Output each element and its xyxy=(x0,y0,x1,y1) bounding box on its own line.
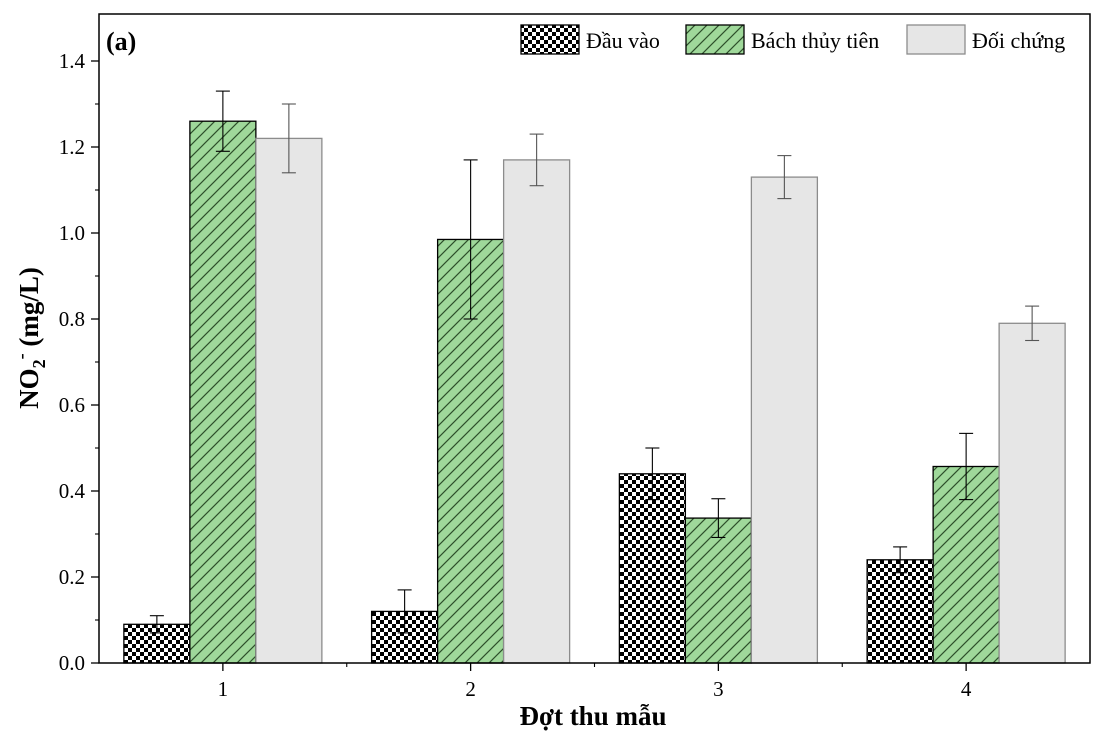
legend-label-2: Bách thủy tiên xyxy=(751,28,879,53)
y-tick-label-0.8: 0.8 xyxy=(59,307,85,331)
y-tick-label-0.2: 0.2 xyxy=(59,565,85,589)
x-tick-label-3: 3 xyxy=(713,677,724,701)
bar-s3-3 xyxy=(750,176,819,664)
legend-swatch-1 xyxy=(520,24,580,55)
y-axis-title-sub: 2 xyxy=(29,359,49,368)
bar-s1-3 xyxy=(618,473,687,664)
bar-s1-4 xyxy=(866,559,934,664)
legend: Đầu vào Bách thủy tiên Đối chứng xyxy=(520,24,1065,55)
axes: 1 2 3 4 0.0 0.2 0.4 0.6 0.8 1.0 1.2 1.4 xyxy=(59,13,1091,701)
x-tick-label-4: 4 xyxy=(961,677,972,701)
y-tick-label-0.4: 0.4 xyxy=(59,479,86,503)
bar-s3-4 xyxy=(998,322,1066,664)
x-axis-title: Đợt thu mẫu xyxy=(520,701,667,731)
legend-label-3: Đối chứng xyxy=(972,28,1065,53)
bar-s2-1 xyxy=(189,120,257,664)
x-tick-label-2: 2 xyxy=(465,677,476,701)
y-axis-title: NO2- (mg/L) xyxy=(11,267,49,409)
y-tick-label-1.0: 1.0 xyxy=(59,221,85,245)
legend-label-1: Đầu vào xyxy=(586,28,660,53)
y-axis-title-unit: (mg/L) xyxy=(14,267,44,353)
y-axis-title-main: NO xyxy=(14,368,44,409)
bar-s2-3 xyxy=(684,517,753,664)
y-tick-label-0.0: 0.0 xyxy=(59,651,85,675)
y-tick-label-1.4: 1.4 xyxy=(59,49,86,73)
legend-swatch-3 xyxy=(906,24,966,55)
x-tick-label-1: 1 xyxy=(218,677,229,701)
bar-s3-1 xyxy=(255,137,323,664)
legend-swatch-2 xyxy=(685,24,745,55)
bar-s3-2 xyxy=(502,159,571,664)
y-tick-label-1.2: 1.2 xyxy=(59,135,85,159)
y-axis-title-sup: - xyxy=(11,353,31,359)
panel-label: (a) xyxy=(106,27,136,56)
plot-area xyxy=(123,90,1066,664)
y-tick-label-0.6: 0.6 xyxy=(59,393,85,417)
